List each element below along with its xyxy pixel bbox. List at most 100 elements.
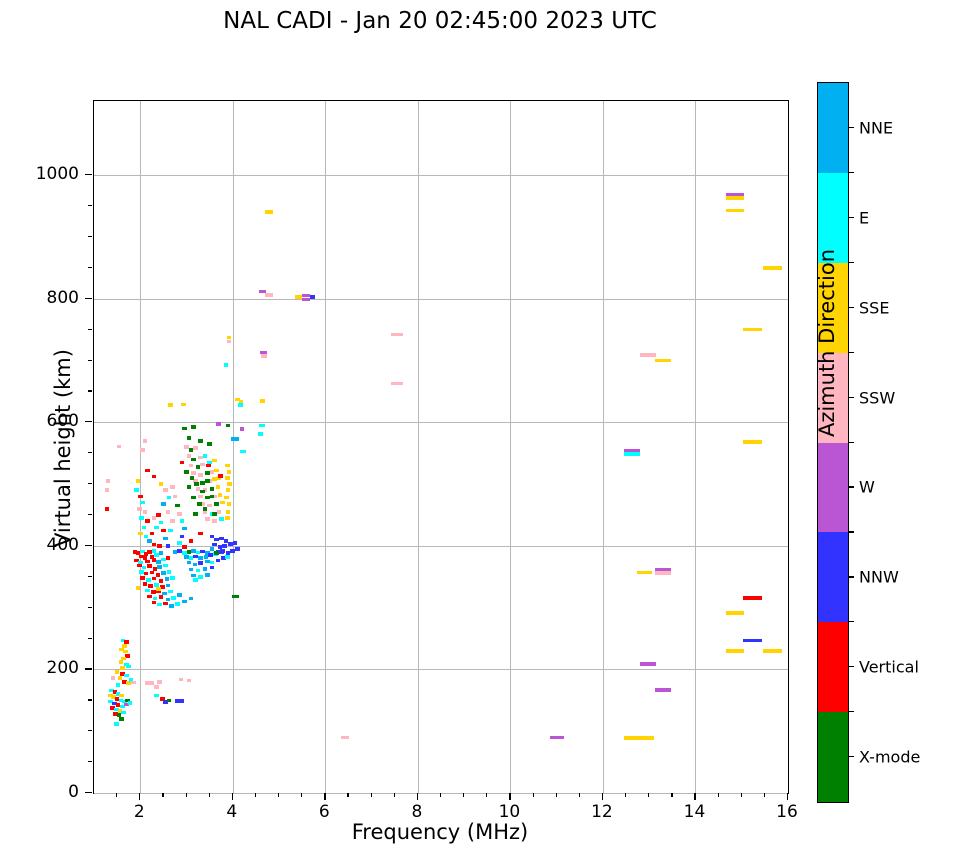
data-point-SSE — [763, 266, 782, 270]
data-point-E — [624, 451, 640, 456]
x-minor-tick — [347, 793, 349, 797]
colorbar-boundary-tick — [849, 351, 854, 353]
data-point-NNW — [177, 549, 182, 553]
data-point-X — [214, 551, 219, 556]
data-point-E — [146, 578, 151, 582]
data-point-W — [654, 688, 672, 692]
gridline-horizontal — [94, 175, 788, 177]
data-point-W — [302, 297, 310, 302]
data-point-V — [150, 590, 156, 594]
data-point-SSW — [202, 510, 208, 514]
data-point-SSE — [623, 736, 655, 740]
data-point-NNW — [225, 551, 231, 556]
data-point-X — [186, 550, 192, 554]
data-point-SSW — [207, 479, 212, 483]
data-point-X — [214, 502, 219, 506]
colorbar-center-tick — [849, 756, 854, 758]
x-tick-label: 4 — [226, 802, 238, 822]
data-point-V — [156, 513, 162, 517]
x-tick-label: 14 — [683, 802, 706, 822]
colorbar-center-tick — [849, 486, 854, 488]
data-point-SSE — [158, 482, 164, 486]
data-point-E — [154, 693, 159, 698]
data-point-X — [191, 425, 196, 430]
data-point-NNE — [203, 555, 209, 559]
data-point-SSW — [110, 676, 116, 680]
data-point-V — [144, 468, 150, 473]
data-point-X — [207, 442, 212, 446]
colorbar — [817, 82, 849, 803]
data-point-E — [107, 699, 113, 704]
x-minor-tick — [370, 793, 372, 797]
data-point-E — [166, 570, 172, 574]
colorbar-category-label: SSE — [859, 298, 890, 318]
data-point-X — [209, 494, 215, 499]
data-point-X — [194, 482, 200, 486]
data-point-NNE — [165, 597, 171, 602]
data-point-SSE — [117, 709, 123, 713]
data-point-SSW — [198, 455, 203, 460]
x-minor-tick — [555, 793, 557, 797]
x-major-tick — [787, 793, 789, 800]
data-point-X — [193, 511, 199, 516]
data-point-SSW — [198, 473, 203, 477]
x-tick-label: 8 — [411, 802, 423, 822]
data-point-X — [191, 495, 196, 500]
data-point-E — [151, 549, 157, 553]
data-point-V — [156, 589, 162, 593]
data-point-SSW — [178, 677, 184, 682]
data-point-SSE — [117, 676, 123, 680]
data-point-SSW — [104, 488, 110, 493]
y-tick-label: 0 — [68, 782, 79, 802]
colorbar-category-label: E — [859, 208, 870, 228]
x-minor-tick — [648, 793, 650, 797]
colorbar-boundary-tick — [849, 531, 854, 533]
data-point-V — [151, 600, 157, 605]
data-point-NNE — [161, 502, 166, 506]
data-point-SSE — [726, 196, 744, 200]
data-point-SSE — [726, 611, 744, 615]
data-point-SSW — [116, 444, 122, 449]
x-minor-tick — [463, 793, 465, 797]
x-major-tick — [509, 793, 511, 800]
data-point-E — [154, 553, 159, 557]
data-point-E — [137, 560, 143, 565]
data-point-SSE — [726, 208, 744, 213]
data-point-SSW — [170, 519, 175, 523]
data-point-X — [188, 448, 194, 452]
data-point-V — [148, 584, 153, 588]
x-major-tick — [416, 793, 419, 800]
data-point-SSE — [114, 670, 120, 674]
data-point-SSW — [186, 678, 192, 683]
data-point-SSE — [118, 660, 124, 664]
data-point-NNW — [193, 554, 199, 559]
data-point-V — [124, 654, 130, 658]
data-point-SSW — [157, 679, 162, 684]
data-point-NNW — [211, 542, 217, 547]
data-point-SSE — [763, 649, 782, 653]
data-point-NNE — [192, 562, 198, 567]
data-point-SSW — [184, 445, 189, 449]
x-minor-tick — [116, 793, 118, 797]
colorbar-category-label: SSW — [859, 388, 896, 408]
data-point-SSW — [226, 339, 232, 344]
data-point-V — [144, 559, 150, 564]
data-point-NNE — [202, 566, 208, 571]
data-point-V — [110, 705, 115, 710]
data-point-NNW — [214, 537, 219, 542]
data-point-SSW — [216, 510, 222, 514]
data-point-NNW — [221, 556, 226, 560]
data-point-NNE — [181, 526, 187, 531]
data-point-NNE — [188, 567, 194, 572]
data-point-SSE — [637, 570, 652, 575]
y-tick-label: 200 — [46, 658, 79, 679]
colorbar-category-label: X-mode — [859, 747, 921, 767]
data-point-SSE — [226, 469, 232, 474]
data-point-SSE — [224, 476, 230, 480]
data-point-V — [157, 544, 162, 548]
data-point-SSE — [726, 649, 744, 653]
data-point-E — [109, 688, 114, 693]
data-point-SSE — [181, 402, 187, 407]
data-point-NNW — [232, 540, 238, 545]
